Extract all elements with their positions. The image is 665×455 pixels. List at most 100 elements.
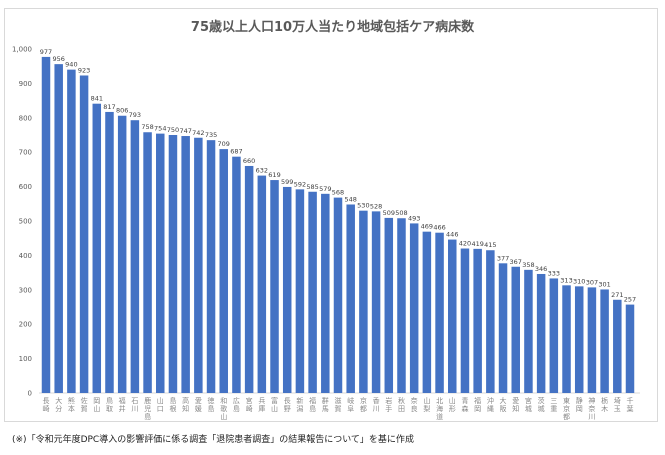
x-tick-label: 三重: [550, 397, 557, 413]
y-tick-label: 600: [19, 183, 32, 191]
data-label: 709: [218, 140, 230, 148]
bar: [359, 210, 368, 393]
x-tick-label: 奈良: [411, 396, 418, 413]
x-tick-label: 大分: [55, 396, 62, 413]
x-tick-label: 大阪: [500, 396, 507, 413]
bar: [257, 175, 267, 393]
source-note: (※)「令和元年度DPC導入の影響評価に係る調査「退院患者調査」の結果報告につい…: [12, 435, 414, 445]
x-tick-label: 長崎: [43, 397, 50, 413]
y-tick-label: 500: [19, 218, 32, 226]
bar: [625, 304, 635, 393]
y-tick-label: 400: [19, 252, 32, 260]
bar: [549, 278, 559, 393]
data-label: 271: [611, 291, 623, 299]
data-label: 956: [52, 55, 64, 63]
bar: [460, 248, 470, 393]
bar: [219, 149, 228, 393]
data-label: 415: [484, 241, 496, 249]
x-tick-label: 長野: [284, 397, 291, 413]
data-label: 508: [395, 209, 407, 217]
x-tick-label: 鳥取: [106, 396, 113, 413]
data-label: 548: [344, 195, 356, 203]
bar: [232, 156, 241, 393]
x-tick-label: 山梨: [423, 396, 430, 413]
data-label: 333: [548, 269, 560, 277]
data-label: 923: [78, 66, 90, 74]
y-tick-label: 300: [19, 286, 32, 294]
x-tick-label: 岡山: [93, 397, 100, 413]
bar: [524, 269, 533, 393]
data-label: 579: [319, 185, 331, 193]
data-label: 257: [624, 296, 636, 304]
x-tick-label: 岩手: [385, 396, 392, 413]
data-label: 841: [91, 95, 103, 103]
x-tick-label: 広島: [233, 396, 240, 413]
data-label: 466: [433, 224, 445, 232]
bar: [574, 286, 584, 393]
x-tick-label: 千葉: [627, 396, 634, 413]
bar: [486, 250, 495, 393]
bar: [536, 273, 546, 393]
x-tick-label: 宮城: [525, 396, 532, 413]
bar: [613, 299, 622, 393]
x-tick-label: 栃木: [601, 396, 608, 413]
bar: [321, 193, 330, 393]
bar: [308, 191, 317, 393]
bar: [168, 135, 178, 393]
bar: [333, 197, 343, 393]
x-tick-label: 新潟: [296, 396, 303, 413]
x-tick-label: 高知: [182, 396, 189, 413]
x-tick-label: 宮崎: [246, 396, 253, 413]
chart-title: 75歳以上人口10万人当たり地域包括ケア病床数: [190, 20, 475, 35]
x-tick-label: 福島: [309, 396, 316, 413]
x-tick-label: 山口: [157, 396, 164, 413]
x-tick-label: 神奈川: [588, 396, 595, 421]
x-tick-label: 愛媛: [195, 396, 202, 413]
y-tick-label: 1,000: [12, 46, 32, 54]
data-label: 750: [167, 126, 179, 134]
data-label: 509: [383, 209, 395, 217]
data-label: 599: [281, 178, 293, 186]
bar: [384, 217, 394, 393]
bar: [587, 287, 597, 393]
x-tick-label: 北海道: [436, 397, 443, 421]
y-tick-label: 0: [28, 390, 32, 398]
bar: [79, 75, 89, 393]
bar: [409, 223, 419, 393]
data-label: 568: [332, 189, 344, 197]
x-tick-label: 島根: [169, 396, 176, 413]
data-label: 793: [129, 111, 141, 119]
bar: [41, 56, 51, 394]
data-label: 377: [497, 254, 509, 262]
data-label: 742: [192, 129, 204, 137]
x-tick-label: 熊本: [68, 396, 75, 413]
bar: [448, 239, 457, 393]
data-label: 940: [65, 61, 77, 69]
bar: [346, 204, 355, 393]
x-tick-label: 茨城: [538, 396, 545, 413]
y-tick-label: 900: [19, 80, 32, 88]
data-label: 493: [408, 214, 420, 222]
bar: [105, 111, 114, 394]
x-tick-label: 岐阜: [347, 396, 354, 413]
data-label: 619: [268, 171, 280, 179]
data-label: 528: [370, 202, 382, 210]
data-label: 310: [573, 277, 585, 285]
data-label: 313: [560, 276, 572, 284]
bar: [67, 69, 76, 393]
bar: [92, 103, 102, 394]
chart-frame: [4, 8, 658, 422]
x-tick-label: 福井: [119, 396, 126, 413]
data-label: 530: [357, 202, 369, 210]
bar: [295, 189, 305, 393]
data-label: 806: [116, 107, 128, 115]
bar: [498, 263, 508, 393]
data-label: 585: [306, 183, 318, 191]
bar: [156, 133, 165, 393]
x-tick-label: 秋田: [398, 396, 405, 413]
bar: [397, 218, 406, 393]
data-label: 735: [205, 131, 217, 139]
bar: [600, 289, 609, 393]
y-tick-label: 200: [19, 321, 32, 329]
